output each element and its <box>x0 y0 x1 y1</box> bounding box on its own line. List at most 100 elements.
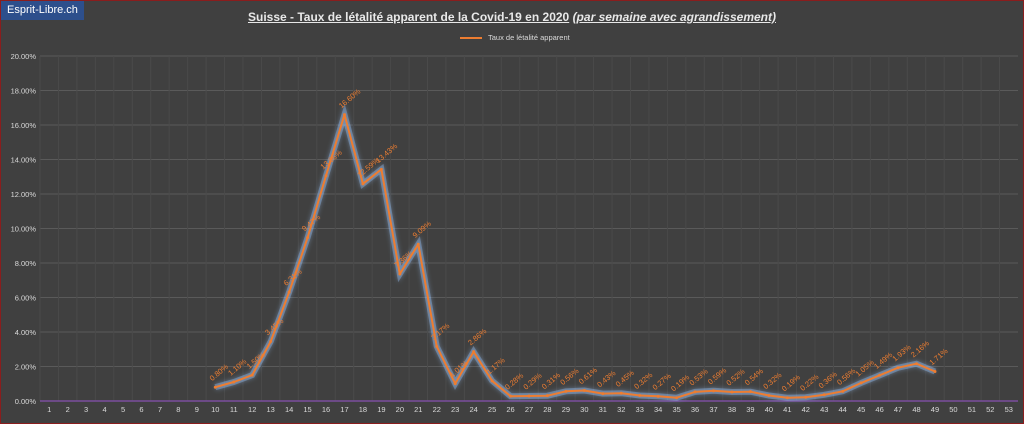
x-tick-label: 36 <box>691 405 699 414</box>
data-label: 1.10% <box>226 357 248 378</box>
x-tick-label: 22 <box>433 405 441 414</box>
data-point <box>619 391 623 395</box>
x-tick-label: 49 <box>931 405 939 414</box>
x-tick-label: 41 <box>783 405 791 414</box>
data-point <box>656 394 660 398</box>
data-point <box>896 366 900 370</box>
legend-swatch <box>460 36 482 39</box>
y-tick-label: 20.00% <box>11 52 37 61</box>
data-point <box>730 390 734 394</box>
data-point <box>822 393 826 397</box>
data-point <box>785 396 789 400</box>
x-tick-label: 26 <box>506 405 514 414</box>
x-tick-label: 11 <box>230 405 238 414</box>
data-point <box>472 350 476 354</box>
data-label: 13.43% <box>374 141 400 164</box>
data-point <box>601 392 605 396</box>
data-point <box>306 236 310 240</box>
y-tick-label: 16.00% <box>11 121 37 130</box>
x-tick-label: 37 <box>709 405 717 414</box>
data-point <box>638 393 642 397</box>
y-tick-label: 10.00% <box>11 225 37 234</box>
y-tick-label: 14.00% <box>11 156 37 165</box>
x-tick-label: 6 <box>139 405 143 414</box>
data-label: 0.59% <box>706 366 728 387</box>
x-tick-label: 21 <box>414 405 422 414</box>
x-tick-label: 38 <box>728 405 736 414</box>
y-tick-label: 2.00% <box>15 363 37 372</box>
x-tick-label: 13 <box>266 405 274 414</box>
x-tick-label: 12 <box>248 405 256 414</box>
data-point <box>582 388 586 392</box>
x-tick-label: 47 <box>894 405 902 414</box>
x-tick-label: 30 <box>580 405 588 414</box>
data-point <box>841 389 845 393</box>
data-point <box>361 182 365 186</box>
data-label: 0.19% <box>669 372 691 393</box>
x-tick-label: 28 <box>543 405 551 414</box>
data-label: 0.27% <box>651 371 673 392</box>
x-tick-label: 45 <box>857 405 865 414</box>
data-label: 2.16% <box>909 338 931 359</box>
data-label: 0.19% <box>780 372 802 393</box>
x-tick-label: 9 <box>195 405 199 414</box>
x-tick-label: 23 <box>451 405 459 414</box>
x-tick-label: 3 <box>84 405 88 414</box>
brand-logo[interactable]: Esprit-Libre.ch <box>1 1 84 20</box>
data-point <box>767 393 771 397</box>
x-tick-label: 27 <box>525 405 533 414</box>
x-tick-label: 31 <box>599 405 607 414</box>
data-point <box>675 396 679 400</box>
x-tick-label: 34 <box>654 405 662 414</box>
data-label: 0.32% <box>632 370 654 391</box>
x-tick-label: 18 <box>359 405 367 414</box>
data-point <box>878 373 882 377</box>
data-point <box>748 390 752 394</box>
x-tick-label: 14 <box>285 405 293 414</box>
data-point <box>804 395 808 399</box>
data-label: 0.28% <box>503 371 525 392</box>
data-point <box>490 379 494 383</box>
chart-title-main: Suisse - Taux de létalité apparent de la… <box>247 10 570 24</box>
x-tick-label: 2 <box>66 405 70 414</box>
x-tick-label: 32 <box>617 405 625 414</box>
data-point <box>933 370 937 374</box>
x-tick-label: 29 <box>562 405 570 414</box>
x-tick-label: 40 <box>765 405 773 414</box>
x-tick-label: 8 <box>176 405 180 414</box>
x-tick-label: 20 <box>396 405 404 414</box>
x-tick-label: 39 <box>746 405 754 414</box>
data-point <box>712 389 716 393</box>
x-tick-label: 1 <box>47 405 51 414</box>
data-point <box>250 373 254 377</box>
data-point <box>453 382 457 386</box>
series-line <box>215 113 936 399</box>
data-point <box>324 174 328 178</box>
x-tick-label: 17 <box>340 405 348 414</box>
y-tick-label: 6.00% <box>15 294 37 303</box>
data-point <box>269 339 273 343</box>
data-point <box>232 380 236 384</box>
x-tick-label: 25 <box>488 405 496 414</box>
x-tick-label: 42 <box>802 405 810 414</box>
y-tick-label: 4.00% <box>15 328 37 337</box>
data-point <box>398 272 402 276</box>
x-tick-label: 10 <box>211 405 219 414</box>
chart-legend: Taux de létalité apparent <box>460 33 570 42</box>
y-tick-label: 8.00% <box>15 259 37 268</box>
data-point <box>416 242 420 246</box>
data-label: 1.71% <box>927 346 949 367</box>
data-label: 0.29% <box>522 371 544 392</box>
data-point <box>693 390 697 394</box>
x-tick-label: 35 <box>672 405 680 414</box>
data-point <box>435 344 439 348</box>
data-point <box>379 167 383 171</box>
data-label: 1.17% <box>485 356 507 377</box>
data-point <box>342 113 346 117</box>
data-label: 0.52% <box>724 367 746 388</box>
x-tick-label: 5 <box>121 405 125 414</box>
data-point <box>509 394 513 398</box>
data-label: 9.09% <box>411 219 433 240</box>
x-tick-label: 53 <box>1005 405 1013 414</box>
